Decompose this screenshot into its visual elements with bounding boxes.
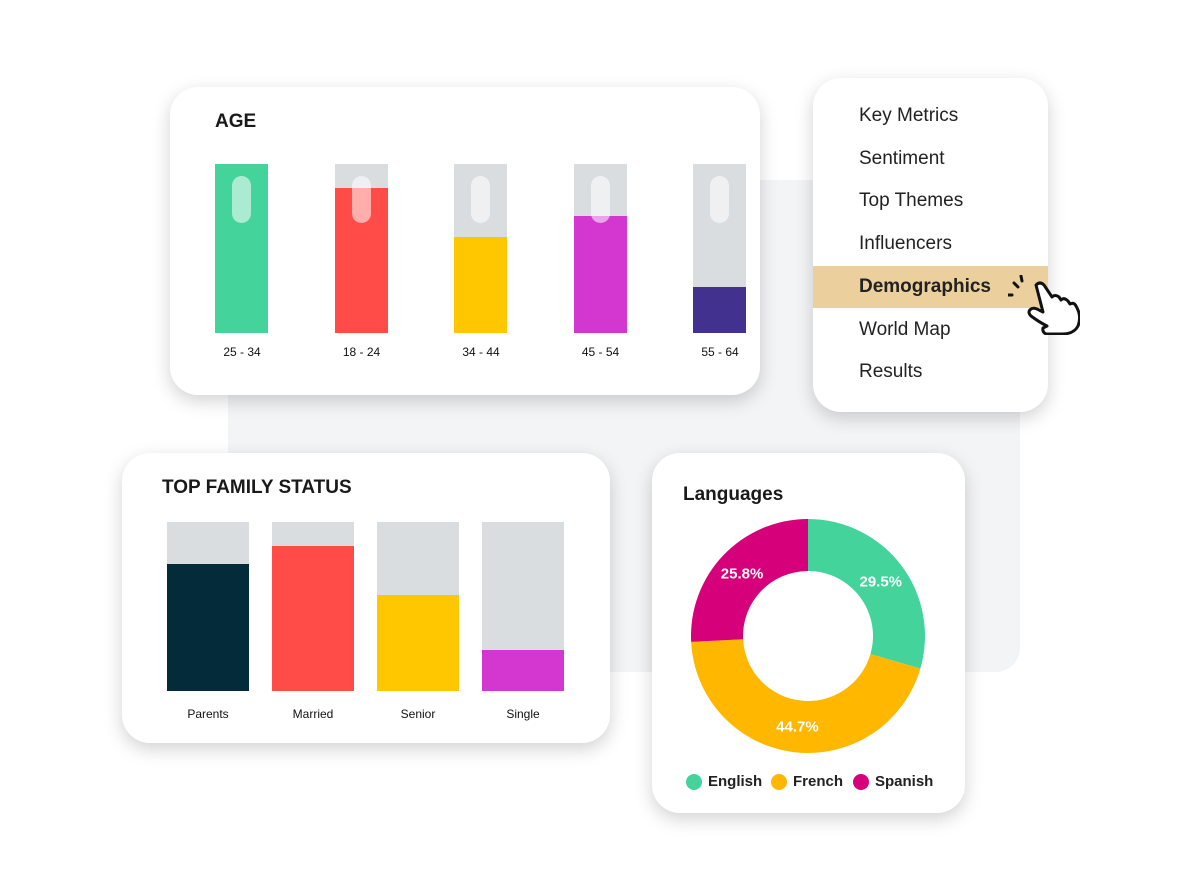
menu-item-influencers[interactable]: Influencers — [859, 233, 952, 255]
age-title: AGE — [215, 111, 257, 132]
menu-item-key-metrics[interactable]: Key Metrics — [859, 105, 959, 126]
age-bar-track — [693, 164, 746, 333]
age-bar-track — [573, 164, 627, 333]
nav-menu: Key Metrics Sentiment Top Themes Influencer… — [813, 78, 1048, 412]
slice-label: 25.8% — [721, 565, 764, 582]
bar-highlight — [710, 176, 729, 223]
menu-item-world-map[interactable]: World Map — [859, 318, 951, 340]
legend-dot — [853, 773, 869, 790]
slice-label: 44.7% — [776, 718, 819, 735]
age-label: 45 - 54 — [581, 345, 620, 359]
age-bar-track — [215, 164, 268, 333]
family-bar — [167, 564, 249, 691]
slice-spanish — [691, 519, 808, 642]
slice-english — [808, 519, 925, 669]
legend-label: English — [708, 773, 763, 790]
menu-item-sentiment[interactable]: Sentiment — [859, 147, 945, 169]
bar-highlight — [351, 176, 371, 223]
age-label: 55 - 64 — [701, 345, 739, 359]
family-status-card: TOP FAMILY STATUS Parents Married Senior Si… — [122, 453, 610, 743]
family-label: Parents — [187, 707, 229, 721]
family-bar-track — [272, 522, 354, 691]
menu-item-top-themes[interactable]: Top Themes — [859, 190, 964, 212]
age-bar-track — [334, 164, 388, 333]
age-bar — [693, 287, 746, 333]
family-label: Married — [292, 707, 334, 721]
family-bar — [272, 545, 354, 691]
legend-dot — [686, 773, 702, 790]
bar-highlight — [471, 176, 490, 223]
hand-pointer-icon — [1008, 275, 1080, 335]
family-bar — [377, 594, 459, 691]
slice-label: 29.5% — [859, 573, 902, 590]
family-label: Single — [506, 707, 540, 721]
legend-label: French — [793, 773, 844, 790]
age-label: 25 - 34 — [223, 345, 261, 359]
age-bar — [573, 216, 627, 333]
family-label: Senior — [400, 707, 436, 721]
languages-title: Languages — [683, 484, 784, 505]
family-bar-track — [482, 522, 564, 691]
age-label: 34 - 44 — [462, 345, 500, 359]
bar-highlight — [232, 176, 251, 223]
languages-donut: 29.5% 44.7% 25.8% — [691, 519, 925, 753]
legend-item: English — [686, 773, 762, 790]
legend-item: French — [771, 773, 843, 790]
age-label: 18 - 24 — [342, 345, 381, 359]
legend-label: Spanish — [875, 773, 934, 790]
legend-dot — [771, 773, 787, 790]
age-bar — [454, 236, 507, 333]
family-bar-track — [377, 522, 459, 691]
legend-item: Spanish — [853, 773, 933, 790]
menu-item-results[interactable]: Results — [859, 361, 923, 383]
bar-highlight — [590, 176, 610, 223]
slice-french — [691, 639, 921, 753]
menu-item-demographics[interactable]: Demographics — [813, 265, 1048, 308]
family-bar — [482, 650, 564, 691]
family-bar-track — [167, 522, 249, 691]
family-status-title: TOP FAMILY STATUS — [162, 477, 352, 498]
age-bar-track — [454, 164, 507, 333]
